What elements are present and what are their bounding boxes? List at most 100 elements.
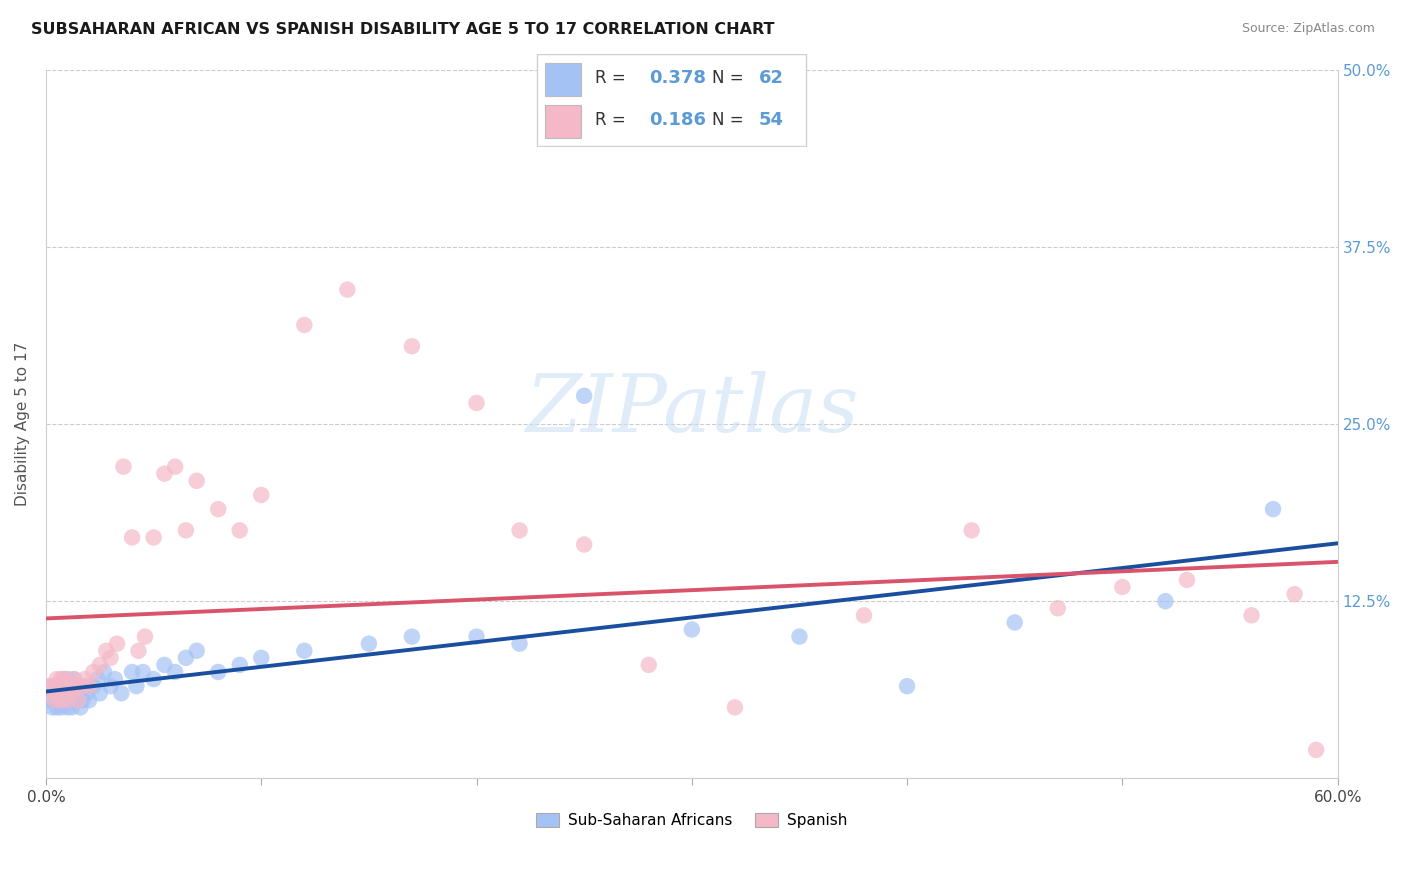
Point: [174, 524, 197, 538]
Point: [60, 686, 83, 700]
Point: [1111, 580, 1133, 594]
Point: [789, 630, 811, 644]
Point: [48, 686, 70, 700]
Point: [1284, 587, 1306, 601]
Point: [100, 679, 122, 693]
Point: [44, 686, 66, 700]
Bar: [546, 63, 581, 95]
Point: [67, 679, 90, 693]
Point: [112, 459, 135, 474]
Point: [142, 531, 165, 545]
Point: [1046, 601, 1069, 615]
Point: [465, 630, 488, 644]
Point: [1154, 594, 1177, 608]
Point: [292, 644, 315, 658]
Point: [39, 686, 62, 700]
Point: [1240, 608, 1263, 623]
Point: [1305, 743, 1327, 757]
Point: [142, 672, 165, 686]
Point: [134, 630, 156, 644]
Point: [63, 686, 86, 700]
Point: [37, 693, 59, 707]
Point: [65, 693, 87, 707]
Point: [41, 679, 63, 693]
Point: [72, 693, 94, 707]
Point: [186, 644, 208, 658]
Point: [637, 657, 659, 672]
Text: R =: R =: [595, 112, 631, 129]
Point: [960, 524, 983, 538]
Point: [100, 650, 122, 665]
Point: [44, 693, 66, 707]
Point: [509, 524, 531, 538]
Point: [1261, 502, 1284, 516]
Point: [121, 665, 143, 679]
Point: [73, 679, 96, 693]
Text: ZIPatlas: ZIPatlas: [524, 371, 859, 449]
Point: [48, 693, 70, 707]
Point: [45, 700, 67, 714]
Text: SUBSAHARAN AFRICAN VS SPANISH DISABILITY AGE 5 TO 17 CORRELATION CHART: SUBSAHARAN AFRICAN VS SPANISH DISABILITY…: [31, 22, 775, 37]
Point: [69, 700, 91, 714]
Point: [60, 679, 83, 693]
Point: [76, 686, 98, 700]
Point: [165, 665, 187, 679]
Point: [128, 644, 150, 658]
Point: [401, 339, 423, 353]
Point: [896, 679, 918, 693]
Point: [250, 650, 273, 665]
Point: [228, 524, 250, 538]
Point: [56, 672, 79, 686]
Point: [41, 700, 63, 714]
Text: Source: ZipAtlas.com: Source: ZipAtlas.com: [1241, 22, 1375, 36]
Point: [174, 650, 197, 665]
Point: [48, 679, 70, 693]
Point: [228, 657, 250, 672]
Point: [59, 679, 82, 693]
Point: [132, 665, 155, 679]
Point: [77, 679, 100, 693]
Point: [89, 686, 111, 700]
Point: [401, 630, 423, 644]
Point: [110, 686, 132, 700]
Point: [93, 665, 115, 679]
Point: [86, 672, 108, 686]
Point: [45, 672, 67, 686]
Point: [153, 467, 176, 481]
Point: [49, 693, 72, 707]
Point: [59, 693, 82, 707]
Point: [1004, 615, 1026, 630]
Text: 0.378: 0.378: [650, 70, 706, 87]
Point: [63, 672, 86, 686]
Point: [56, 693, 79, 707]
Point: [357, 637, 380, 651]
Point: [52, 686, 75, 700]
Point: [186, 474, 208, 488]
Point: [69, 679, 91, 693]
Point: [572, 537, 595, 551]
FancyBboxPatch shape: [537, 54, 806, 146]
Point: [65, 679, 87, 693]
Text: 54: 54: [759, 112, 785, 129]
Point: [82, 665, 104, 679]
Legend: Sub-Saharan Africans, Spanish: Sub-Saharan Africans, Spanish: [530, 806, 853, 834]
Point: [681, 623, 703, 637]
Point: [104, 672, 127, 686]
Point: [44, 693, 66, 707]
Point: [77, 693, 100, 707]
Point: [73, 672, 96, 686]
Point: [59, 686, 82, 700]
Point: [53, 679, 76, 693]
Point: [853, 608, 876, 623]
Text: N =: N =: [713, 112, 749, 129]
Point: [89, 657, 111, 672]
Point: [52, 679, 75, 693]
Point: [56, 700, 79, 714]
Point: [572, 389, 595, 403]
Point: [292, 318, 315, 332]
Point: [105, 637, 128, 651]
Point: [509, 637, 531, 651]
Point: [207, 502, 229, 516]
Point: [67, 686, 90, 700]
Point: [60, 700, 83, 714]
